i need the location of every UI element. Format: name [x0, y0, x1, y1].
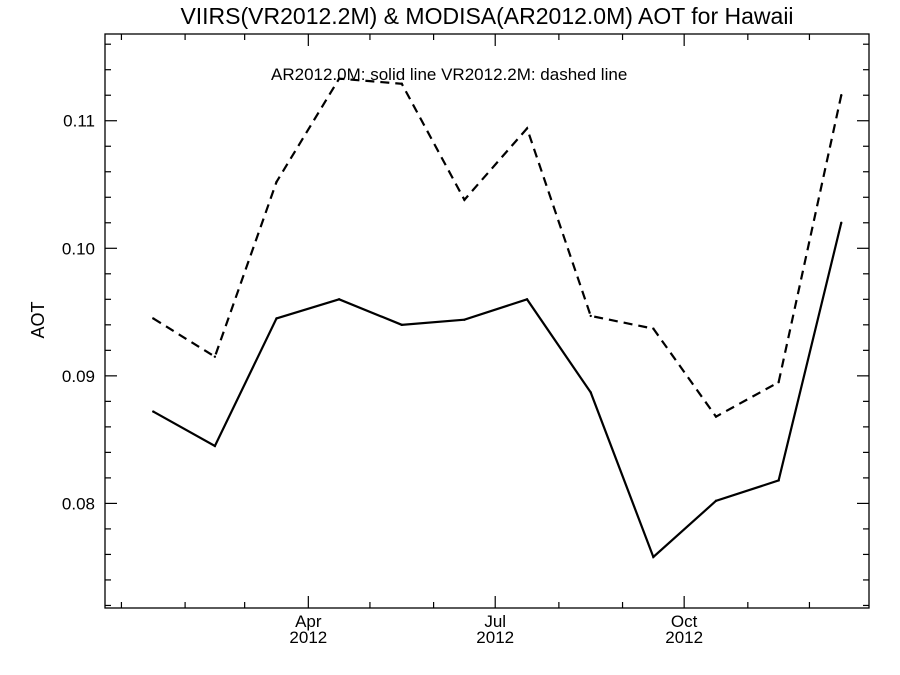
y-tick-label: 0.08 — [62, 494, 95, 513]
vr2012-point — [777, 381, 780, 384]
ar2012-point — [525, 298, 529, 301]
ar2012-point — [714, 499, 718, 503]
vr2012-point — [152, 317, 155, 320]
vr2012-point — [525, 127, 529, 130]
ar2012-point — [652, 555, 655, 559]
vr2012-point — [840, 94, 843, 97]
ar2012-point — [777, 479, 780, 482]
y-tick-labels: 0.08 0.09 0.10 0.11 — [62, 112, 95, 514]
vr2012-point — [337, 77, 341, 80]
ar2012-point — [463, 318, 466, 321]
vr2012-point — [714, 415, 718, 418]
x-tick-label-year: 2012 — [289, 628, 327, 647]
vr2012-point — [213, 355, 217, 358]
vr2012-point — [652, 327, 655, 330]
plot-frame — [104, 33, 870, 609]
vr2012-dashed-line — [152, 77, 843, 419]
y-tick-label: 0.09 — [62, 367, 95, 386]
series-annotation: AR2012.0M: solid line VR2012.2M: dashed … — [271, 65, 627, 84]
ar2012-point — [840, 221, 843, 224]
vr2012-point — [275, 180, 278, 184]
ar2012-point — [213, 444, 217, 448]
y-tick-label: 0.10 — [62, 239, 95, 258]
ar2012-point — [275, 317, 278, 320]
axis-ticks — [105, 34, 869, 608]
chart-title: VIIRS(VR2012.2M) & MODISA(AR2012.0M) AOT… — [180, 3, 793, 29]
ar2012-point — [589, 391, 592, 394]
vr2012-point — [400, 82, 403, 85]
x-tick-label-year: 2012 — [665, 628, 703, 647]
x-tick-label-month: Apr — [295, 612, 322, 631]
x-tick-label-month: Jul — [484, 612, 506, 631]
ar2012-point — [400, 323, 403, 327]
x-tick-label-month: Oct — [671, 612, 698, 631]
vr2012-point — [463, 198, 466, 202]
series-layer — [152, 77, 843, 559]
ar2012-point — [152, 410, 155, 413]
ar2012-point — [337, 298, 341, 301]
ar2012-solid-line — [152, 222, 843, 559]
y-axis-label: AOT — [28, 301, 48, 338]
vr2012-point — [589, 314, 592, 318]
x-tick-label-year: 2012 — [476, 628, 514, 647]
y-tick-label: 0.11 — [63, 112, 95, 131]
